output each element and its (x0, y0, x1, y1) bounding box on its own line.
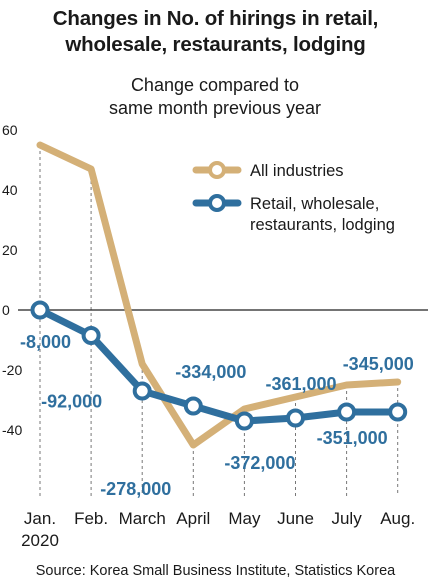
data-label: -361,000 (266, 374, 337, 394)
data-label: -351,000 (317, 428, 388, 448)
retail-data-point (30, 300, 50, 320)
x-tick-sublabel: 2020 (21, 531, 59, 550)
retail-data-point (286, 408, 305, 428)
y-tick-label: 0 (2, 302, 10, 318)
y-tick-label: 20 (2, 242, 18, 258)
y-axis-ticks: 60 40 20 0 -20 -40 (2, 122, 22, 438)
x-tick-label: Feb. (74, 509, 108, 528)
chart-title-line-2: wholesale, restaurants, lodging (65, 33, 366, 56)
x-tick-label: March (119, 509, 166, 528)
retail-data-point (81, 326, 101, 345)
y-tick-label: 60 (2, 122, 18, 138)
data-label: -92,000 (41, 392, 102, 412)
retail-data-point (234, 411, 254, 431)
retail-data-point (388, 402, 408, 422)
retail-data-point (183, 396, 203, 416)
x-tick-label: Aug. (380, 509, 415, 528)
retail-data-point (337, 402, 357, 422)
chart-subtitle: Change compared to same month previous y… (60, 74, 370, 120)
y-tick-label: 40 (2, 182, 18, 198)
data-label: -8,000 (20, 332, 71, 352)
legend-label: Retail, wholesale, (250, 195, 379, 213)
data-label: -345,000 (343, 354, 414, 374)
legend-label: All industries (250, 162, 344, 180)
legend-swatch-marker (208, 194, 226, 212)
legend-swatch-marker (208, 161, 226, 179)
chart-subtitle-line-1: Change compared to (130, 75, 300, 95)
chart-title: Changes in No. of hirings in retail, who… (0, 6, 431, 58)
retail-data-point (132, 381, 152, 401)
series-line-all-industries (36, 141, 402, 449)
y-tick-label: -40 (2, 422, 22, 438)
x-tick-label: July (331, 509, 362, 528)
data-label: -372,000 (224, 453, 295, 473)
series-lines (30, 141, 408, 449)
x-axis-ticks: Jan. 2020 Feb. March April May June July Aug. (21, 509, 415, 550)
data-label: -278,000 (100, 479, 171, 499)
data-label: -334,000 (175, 362, 246, 382)
x-tick-label: June (277, 509, 314, 528)
x-tick-label: April (176, 509, 210, 528)
source-note: Source: Korea Small Business Institute, … (35, 563, 396, 579)
x-tick-label: May (228, 509, 261, 528)
y-tick-label: -20 (2, 362, 22, 378)
legend: All industries Retail, wholesale, restaura… (192, 161, 395, 234)
x-tick-label: Jan. (24, 509, 56, 528)
chart-title-line-1: Changes in No. of hirings in retail, (52, 7, 379, 30)
chart-subtitle-line-2: same month previous year (108, 98, 322, 118)
data-labels: -8,000 -92,000 -278,000 -334,000 -372,000 -36… (20, 332, 414, 499)
legend-label: restaurants, lodging (250, 216, 395, 234)
